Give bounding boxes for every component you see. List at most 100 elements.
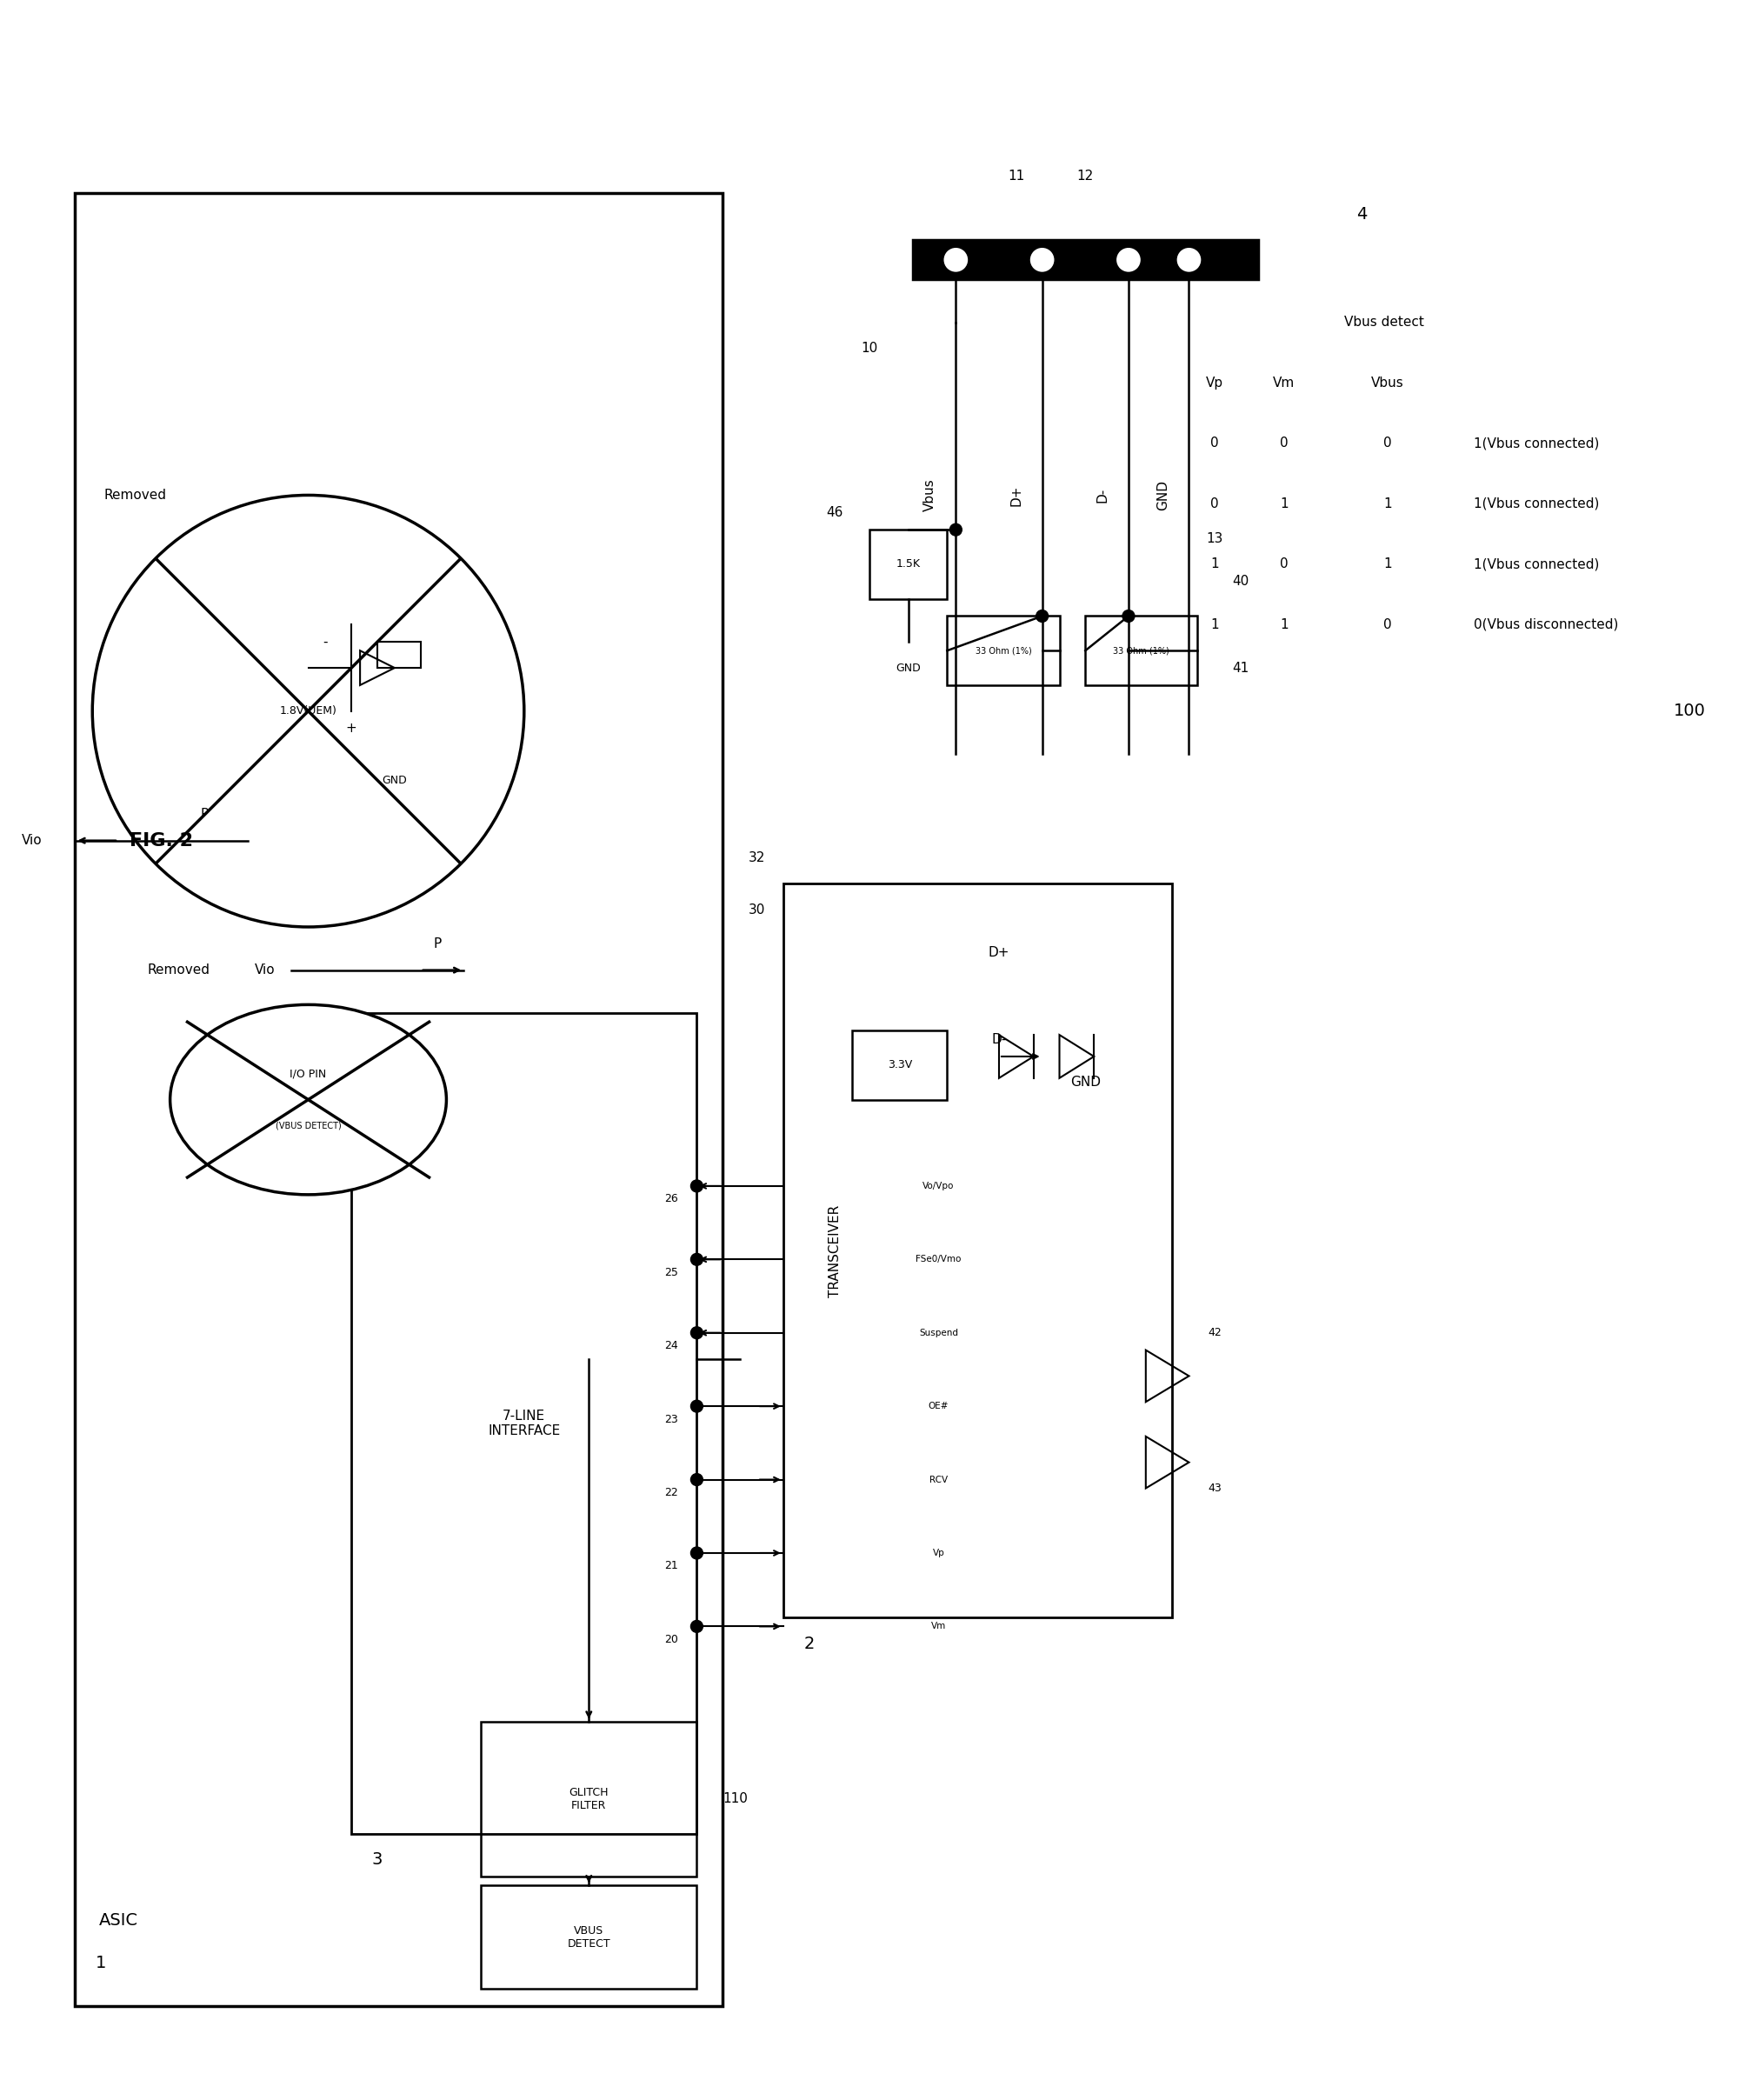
- Text: 21: 21: [663, 1560, 677, 1571]
- Text: Suspend: Suspend: [918, 1329, 958, 1338]
- Text: OE#: OE#: [928, 1403, 948, 1411]
- Circle shape: [691, 1548, 703, 1558]
- Text: TRANSCEIVER: TRANSCEIVER: [829, 1205, 841, 1298]
- Text: 1: 1: [1209, 617, 1218, 632]
- Text: GND: GND: [382, 775, 407, 785]
- Text: 0: 0: [1279, 559, 1288, 571]
- Text: GND: GND: [895, 662, 920, 674]
- Text: 33 Ohm (1%): 33 Ohm (1%): [975, 647, 1031, 655]
- Circle shape: [1176, 248, 1201, 273]
- Text: 0: 0: [1209, 437, 1218, 449]
- Text: Vp: Vp: [1206, 376, 1223, 388]
- Text: D+: D+: [1009, 485, 1023, 506]
- Text: 0: 0: [1209, 498, 1218, 510]
- Text: 1(Vbus connected): 1(Vbus connected): [1473, 559, 1598, 571]
- Text: 4: 4: [1356, 206, 1366, 223]
- Text: D-: D-: [1096, 487, 1108, 502]
- Text: 11: 11: [1007, 170, 1024, 183]
- Text: 1(Vbus connected): 1(Vbus connected): [1473, 498, 1598, 510]
- Bar: [948, 615, 1059, 685]
- Text: 1(Vbus connected): 1(Vbus connected): [1473, 437, 1598, 449]
- Circle shape: [691, 1401, 703, 1413]
- Text: I/O PIN: I/O PIN: [290, 1069, 326, 1079]
- Text: 42: 42: [1208, 1327, 1222, 1338]
- Text: 25: 25: [663, 1266, 677, 1279]
- Text: GND: GND: [1155, 481, 1169, 510]
- Text: 1: 1: [1382, 559, 1391, 571]
- Text: 0(Vbus disconnected): 0(Vbus disconnected): [1473, 617, 1618, 632]
- Text: 0: 0: [1382, 437, 1391, 449]
- Text: 33 Ohm (1%): 33 Ohm (1%): [1113, 647, 1169, 655]
- Text: 24: 24: [663, 1340, 677, 1352]
- Bar: [913, 239, 1258, 279]
- Bar: [75, 193, 722, 2005]
- Circle shape: [949, 523, 961, 536]
- Text: ASIC: ASIC: [99, 1911, 138, 1928]
- Text: 1: 1: [1279, 498, 1288, 510]
- Text: FIG. 2: FIG. 2: [129, 832, 194, 848]
- Text: Vbus: Vbus: [1370, 376, 1403, 388]
- Text: 13: 13: [1206, 531, 1223, 544]
- Text: VBUS
DETECT: VBUS DETECT: [567, 1926, 611, 1949]
- Text: 1: 1: [1209, 559, 1218, 571]
- Text: 0: 0: [1382, 617, 1391, 632]
- Circle shape: [1122, 609, 1134, 622]
- Bar: [784, 884, 1171, 1617]
- Text: GLITCH
FILTER: GLITCH FILTER: [569, 1787, 609, 1812]
- Text: 1.8V(UEM): 1.8V(UEM): [279, 706, 337, 716]
- Circle shape: [1035, 609, 1047, 622]
- Text: 43: 43: [1208, 1483, 1222, 1493]
- Text: Removed: Removed: [105, 489, 168, 502]
- Text: GND: GND: [1070, 1075, 1099, 1090]
- Circle shape: [1115, 248, 1141, 273]
- Text: Removed: Removed: [147, 964, 209, 977]
- Text: 1: 1: [1382, 498, 1391, 510]
- Text: P: P: [201, 808, 209, 821]
- Text: 100: 100: [1673, 704, 1705, 720]
- Text: RCV: RCV: [928, 1476, 948, 1485]
- Text: P: P: [433, 939, 441, 951]
- Text: D-: D-: [991, 1033, 1007, 1046]
- Text: 1.5K: 1.5K: [895, 559, 920, 569]
- Text: 20: 20: [663, 1634, 677, 1644]
- Text: 3.3V: 3.3V: [886, 1060, 911, 1071]
- Text: Vio: Vio: [255, 964, 276, 977]
- Text: Vio: Vio: [21, 834, 42, 846]
- Circle shape: [691, 1327, 703, 1340]
- Text: 110: 110: [722, 1793, 747, 1806]
- Text: 7-LINE
INTERFACE: 7-LINE INTERFACE: [487, 1409, 560, 1438]
- Circle shape: [691, 1254, 703, 1266]
- Text: Vm: Vm: [930, 1621, 946, 1632]
- Text: 40: 40: [1232, 575, 1248, 588]
- Text: 12: 12: [1077, 170, 1092, 183]
- Text: Vm: Vm: [1272, 376, 1295, 388]
- Text: 1: 1: [96, 1955, 106, 1972]
- Circle shape: [691, 1180, 703, 1193]
- Text: FSe0/Vmo: FSe0/Vmo: [916, 1256, 961, 1264]
- Text: 32: 32: [749, 850, 766, 865]
- Bar: [852, 1031, 948, 1100]
- Circle shape: [691, 1474, 703, 1485]
- Ellipse shape: [169, 1004, 447, 1195]
- Text: Vbus detect: Vbus detect: [1344, 315, 1424, 330]
- Text: 46: 46: [825, 506, 843, 519]
- Bar: [480, 1722, 696, 1877]
- Text: 1: 1: [1279, 617, 1288, 632]
- Text: -: -: [323, 636, 328, 649]
- Bar: [480, 1886, 696, 1989]
- Text: 41: 41: [1232, 662, 1248, 674]
- Circle shape: [92, 496, 524, 926]
- Circle shape: [691, 1621, 703, 1632]
- Text: 23: 23: [663, 1413, 677, 1424]
- Text: Vbus: Vbus: [923, 479, 935, 512]
- Text: 10: 10: [860, 342, 878, 355]
- Text: 22: 22: [663, 1487, 677, 1497]
- Bar: [869, 529, 948, 598]
- Text: Vp: Vp: [932, 1548, 944, 1558]
- Circle shape: [942, 248, 968, 273]
- Text: 3: 3: [372, 1852, 382, 1867]
- Text: Vo/Vpo: Vo/Vpo: [923, 1182, 955, 1191]
- Bar: [1085, 615, 1197, 685]
- Circle shape: [1030, 248, 1054, 273]
- Text: 2: 2: [803, 1636, 813, 1653]
